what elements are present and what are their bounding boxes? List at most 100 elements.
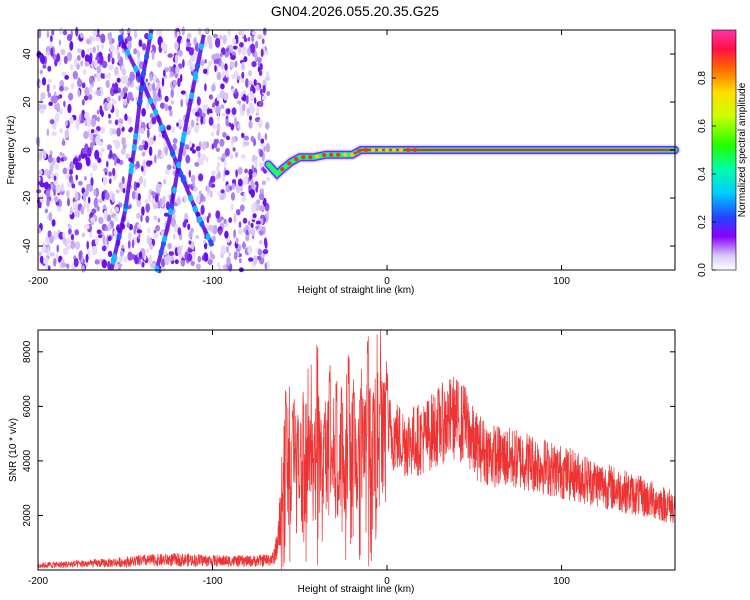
noise-speckle [234,88,238,95]
noise-speckle [226,245,229,253]
main-track-peak [315,154,320,159]
noise-speckle [107,223,112,232]
noise-speckle [55,102,61,113]
noise-speckle [65,238,71,245]
noise-track-blob [153,108,159,116]
snr-y-tick-label: 6000 [22,395,33,418]
noise-speckle [97,234,103,239]
noise-speckle [242,217,248,224]
noise-track-blob [192,205,198,213]
noise-speckle [216,122,221,133]
noise-speckle [129,126,133,132]
noise-speckle [38,169,43,176]
noise-speckle [68,92,74,101]
noise-speckle [212,106,215,112]
noise-speckle [231,107,237,115]
noise-speckle [259,239,263,245]
noise-speckle [173,233,176,240]
spectrogram-x-tick-label: -200 [28,276,48,287]
noise-speckle [50,173,55,178]
main-track-peak [308,155,313,160]
noise-speckle [160,41,167,50]
noise-speckle [237,123,241,129]
noise-speckle [154,154,157,164]
noise-speckle [265,142,271,153]
noise-speckle [111,97,115,103]
noise-speckle [231,73,236,80]
noise-speckle [71,183,76,189]
noise-speckle [151,116,157,125]
noise-speckle [182,148,187,157]
noise-speckle [47,65,52,72]
noise-speckle [258,205,265,212]
noise-speckle [156,78,160,84]
noise-speckle [156,29,161,36]
noise-speckle [127,40,132,50]
noise-speckle [142,159,146,170]
noise-speckle [60,157,65,162]
noise-speckle [92,29,97,37]
noise-speckle [40,54,46,65]
noise-speckle [126,116,133,124]
noise-speckle [217,190,222,197]
noise-speckle [94,149,100,160]
noise-speckle [257,34,263,40]
noise-speckle [77,89,81,98]
noise-speckle [81,99,85,106]
noise-speckle [251,227,255,237]
noise-speckle [157,184,163,189]
noise-speckle [216,72,222,81]
noise-speckle [93,188,96,196]
noise-speckle [228,217,233,224]
noise-speckle [209,250,213,257]
noise-speckle [188,47,194,56]
noise-speckle [112,167,116,177]
noise-speckle [211,170,216,176]
noise-speckle [59,128,63,134]
noise-track-blob [129,162,135,170]
noise-speckle [254,97,257,104]
noise-speckle [84,54,90,63]
noise-speckle [176,197,182,206]
noise-speckle [241,132,245,138]
noise-speckle [60,48,66,56]
frequency-tracks [109,29,215,273]
main-track-peak [412,148,418,152]
noise-speckle [114,66,119,76]
noise-speckle [186,42,192,48]
noise-speckle [87,147,92,158]
noise-speckle [255,220,261,225]
noise-speckle [250,189,255,198]
spectrogram-y-label: Frequency (Hz) [6,116,17,185]
noise-speckle [229,153,234,160]
noise-speckle [141,108,147,117]
noise-speckle [242,241,246,250]
noise-speckle [252,213,257,219]
noise-speckle [204,59,207,64]
noise-speckle [96,65,101,75]
noise-speckle [145,78,148,83]
noise-speckle [232,147,236,152]
noise-speckle [239,204,245,212]
noise-speckle [193,51,198,60]
snr-series-line [38,330,675,570]
noise-speckle [261,38,265,45]
colorbar-ticks: 0.0 0.2 0.4 0.6 0.8 [697,71,716,277]
noise-speckle [190,119,195,128]
noise-speckle [212,224,218,235]
noise-track-blob [125,48,131,56]
noise-speckle [188,140,193,148]
noise-track-blob [154,265,160,273]
noise-speckle [243,56,248,63]
spectrogram-x-tick-label: -100 [203,276,223,287]
noise-speckle [89,35,92,45]
noise-speckle [97,198,103,204]
noise-speckle [48,101,53,107]
noise-speckle [167,242,172,250]
noise-speckle [188,169,191,178]
noise-speckle [63,247,69,256]
noise-speckle [254,117,260,123]
noise-speckle [54,112,60,123]
noise-speckle [249,103,254,113]
